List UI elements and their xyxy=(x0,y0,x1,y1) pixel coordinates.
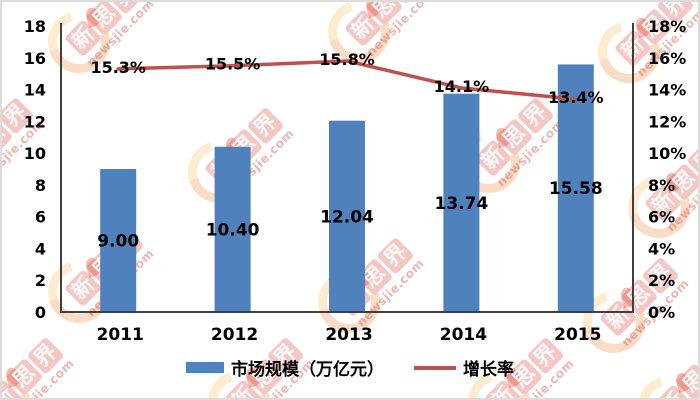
chart-legend: 市场规模（万亿元） 增长率 xyxy=(2,355,698,380)
left-axis-tick-label: 2 xyxy=(35,271,46,290)
legend-item-growth-rate: 增长率 xyxy=(414,355,514,380)
right-axis-tick-label: 0% xyxy=(648,303,675,322)
line-data-label: 14.1% xyxy=(434,77,490,96)
bar-data-label: 15.58 xyxy=(549,179,603,199)
right-axis-tick-label: 6% xyxy=(648,208,675,227)
line-data-label: 13.4% xyxy=(548,88,604,107)
legend-label-growth-rate: 增长率 xyxy=(463,360,514,380)
line-data-label: 15.8% xyxy=(319,50,375,69)
left-axis-tick-label: 0 xyxy=(35,303,46,322)
line-data-label: 15.3% xyxy=(90,58,146,77)
legend-line-swatch xyxy=(414,365,456,370)
left-axis-tick-label: 18 xyxy=(24,17,46,36)
right-axis-tick-label: 14% xyxy=(648,81,686,100)
left-axis-tick-label: 4 xyxy=(35,239,46,258)
growth-rate-line xyxy=(116,59,578,101)
x-axis-label-2013: 2013 xyxy=(325,325,372,345)
bar-data-label: 10.40 xyxy=(206,220,260,240)
left-axis-tick-label: 16 xyxy=(24,49,46,68)
bar-data-label: 9.00 xyxy=(97,232,139,252)
x-axis-label-2011: 2011 xyxy=(97,325,144,345)
legend-label-market-scale: 市场规模（万亿元） xyxy=(231,360,384,380)
bar-2015 xyxy=(557,64,594,312)
right-axis-tick-label: 2% xyxy=(648,271,675,290)
x-axis-label-2012: 2012 xyxy=(211,325,258,345)
left-axis-tick-label: 8 xyxy=(35,176,46,195)
left-axis-tick-label: 6 xyxy=(35,208,46,227)
bar-2014 xyxy=(443,93,480,312)
bar-2011 xyxy=(100,169,137,312)
line-data-label: 15.5% xyxy=(205,55,261,74)
right-axis-tick-label: 4% xyxy=(648,239,675,258)
left-axis-tick-label: 10 xyxy=(24,144,46,163)
legend-item-market-scale: 市场规模（万亿元） xyxy=(186,355,384,380)
x-axis-label-2014: 2014 xyxy=(440,325,487,345)
left-axis-tick-label: 12 xyxy=(24,112,46,131)
right-axis-tick-label: 12% xyxy=(648,112,686,131)
right-axis-tick-label: 18% xyxy=(648,17,686,36)
right-axis-tick-label: 8% xyxy=(648,176,675,195)
x-axis-label-2015: 2015 xyxy=(554,325,601,345)
bar-data-label: 12.04 xyxy=(320,207,374,227)
legend-bar-swatch xyxy=(186,362,224,373)
right-axis-tick-label: 10% xyxy=(648,144,686,163)
bar-2013 xyxy=(329,120,365,312)
bar-data-label: 13.74 xyxy=(435,194,489,214)
right-axis-tick-label: 16% xyxy=(648,49,686,68)
bar-2012 xyxy=(214,146,251,312)
left-axis-tick-label: 14 xyxy=(24,81,46,100)
